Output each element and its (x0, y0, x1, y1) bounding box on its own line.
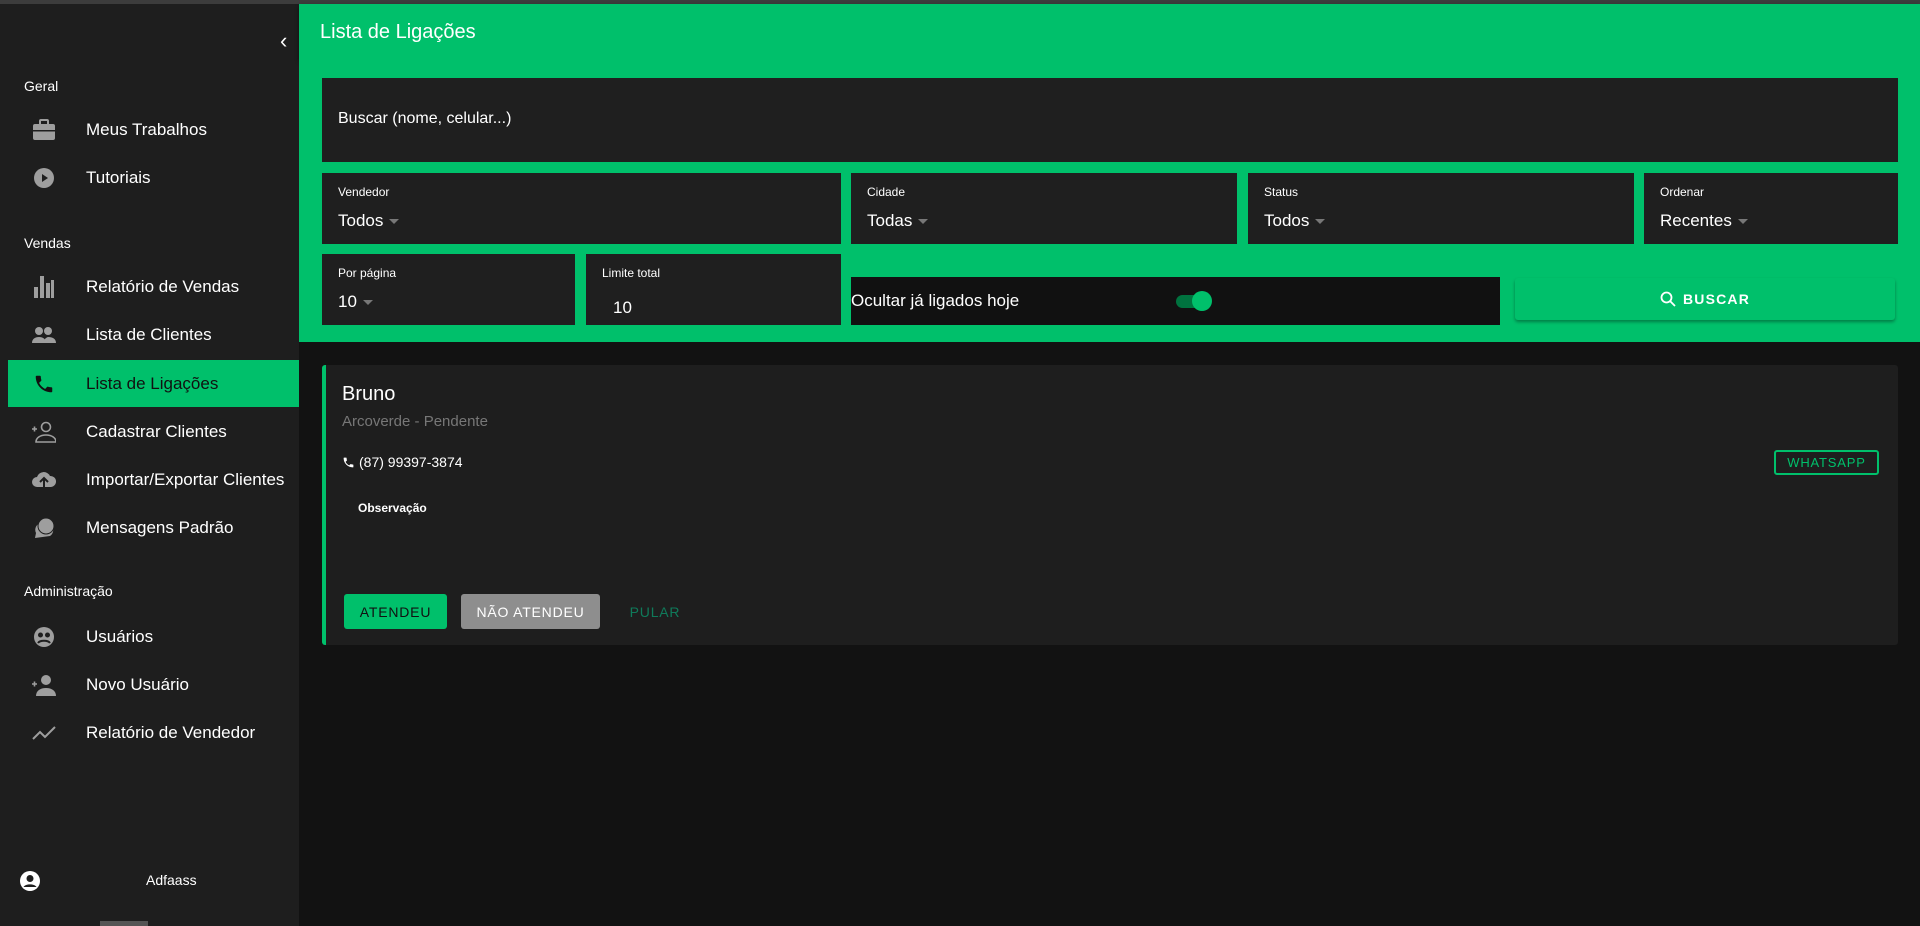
vendedor-select[interactable]: Vendedor Todos (322, 173, 841, 244)
sidebar-item-importar-exportar[interactable]: Importar/Exportar Clientes (8, 456, 299, 503)
field-label: Por página (338, 266, 397, 280)
sidebar-item-mensagens-padrao[interactable]: Mensagens Padrão (8, 504, 299, 551)
person-add-filled-icon (16, 674, 72, 696)
observacao-textarea[interactable] (358, 517, 1858, 577)
field-label: Ordenar (1660, 185, 1705, 199)
sidebar-item-label: Mensagens Padrão (86, 517, 234, 537)
sidebar-item-cadastrar-clientes[interactable]: Cadastrar Clientes (8, 408, 299, 455)
trend-line-icon (16, 725, 72, 741)
limite-total-input[interactable]: Limite total 10 (586, 254, 841, 325)
client-name: Bruno (342, 383, 396, 405)
sidebar-item-label: Usuários (86, 626, 154, 646)
chat-icon (16, 517, 72, 539)
sidebar-item-label: Lista de Ligações (86, 373, 219, 393)
phone-number[interactable]: (87) 99397-3874 (359, 454, 463, 470)
select-value: Todos (1264, 211, 1310, 230)
bar-chart-icon (16, 275, 72, 299)
sidebar: ‹ Geral Meus Trabalhos Tutoriais Vendas … (0, 4, 299, 926)
input-value: 10 (613, 298, 632, 317)
sidebar-item-tutoriais[interactable]: Tutoriais (8, 154, 299, 201)
ordenar-select[interactable]: Ordenar Recentes (1644, 173, 1898, 244)
field-label: Limite total (602, 266, 661, 280)
caret-down-icon (362, 300, 373, 306)
users-circle-icon (16, 626, 72, 648)
account-circle-icon[interactable] (20, 871, 40, 896)
play-circle-icon (16, 167, 72, 189)
sidebar-item-usuarios[interactable]: Usuários (8, 613, 299, 660)
sidebar-item-label: Cadastrar Clientes (86, 421, 227, 441)
person-add-icon (16, 421, 72, 443)
phone-icon (343, 457, 354, 467)
app-header: Lista de Ligações (299, 4, 1920, 60)
cidade-select[interactable]: Cidade Todas (851, 173, 1237, 244)
observacao-label: Observação (358, 501, 427, 515)
select-value: Todos (338, 211, 384, 230)
filters-panel: Buscar (nome, celular...) Vendedor Todos… (299, 60, 1920, 342)
sidebar-item-label: Importar/Exportar Clientes (86, 469, 285, 489)
client-subtitle: Arcoverde - Pendente (342, 413, 488, 430)
phone-icon (16, 373, 72, 395)
sidebar-item-label: Novo Usuário (86, 674, 189, 694)
sidebar-item-label: Relatório de Vendedor (86, 722, 256, 742)
briefcase-icon (16, 118, 72, 141)
sidebar-item-label: Relatório de Vendas (86, 276, 240, 296)
ocultar-ligados-toggle-row: Ocultar já ligados hoje (851, 277, 1500, 325)
user-name: Adfaass (146, 872, 197, 888)
atendeu-button[interactable]: ATENDEU (344, 594, 447, 629)
page-title: Lista de Ligações (320, 21, 476, 43)
sidebar-item-novo-usuario[interactable]: Novo Usuário (8, 661, 299, 708)
search-icon (1660, 291, 1676, 307)
phone-row: (87) 99397-3874 (342, 454, 463, 470)
field-label: Vendedor (338, 185, 390, 199)
window-top-strip (0, 0, 1920, 4)
section-administracao: Administração (24, 583, 113, 599)
nao-atendeu-button[interactable]: NÃO ATENDEU (461, 594, 600, 629)
toggle-label: Ocultar já ligados hoje (851, 291, 1020, 310)
field-label: Status (1264, 185, 1299, 199)
whatsapp-button[interactable]: WHATSAPP (1774, 450, 1879, 475)
sidebar-item-label: Tutoriais (86, 167, 151, 187)
field-label: Cidade (867, 185, 906, 199)
scrollbar-thumb[interactable] (100, 921, 148, 926)
status-select[interactable]: Status Todos (1248, 173, 1634, 244)
caret-down-icon (1315, 219, 1326, 225)
pular-button[interactable]: PULAR (629, 603, 681, 620)
por-pagina-select[interactable]: Por página 10 (322, 254, 575, 325)
search-input[interactable]: Buscar (nome, celular...) (322, 78, 1898, 162)
sidebar-item-lista-clientes[interactable]: Lista de Clientes (8, 311, 299, 358)
sidebar-item-lista-ligacoes[interactable]: Lista de Ligações (8, 360, 299, 407)
sidebar-item-relatorio-vendas[interactable]: Relatório de Vendas (8, 263, 299, 310)
select-value: Recentes (1660, 211, 1732, 230)
sidebar-item-label: Meus Trabalhos (86, 119, 207, 139)
section-vendas: Vendas (24, 235, 71, 251)
people-icon (16, 326, 72, 344)
sidebar-item-relatorio-vendedor[interactable]: Relatório de Vendedor (8, 709, 299, 756)
search-placeholder: Buscar (nome, celular...) (338, 110, 512, 127)
sidebar-item-meus-trabalhos[interactable]: Meus Trabalhos (8, 106, 299, 153)
caret-down-icon (918, 219, 929, 225)
buscar-label: BUSCAR (1682, 291, 1751, 307)
select-value: 10 (338, 292, 357, 311)
cloud-upload-icon (16, 469, 72, 491)
caret-down-icon (1737, 219, 1748, 225)
ocultar-ligados-switch[interactable] (1176, 291, 1212, 311)
call-card: Bruno Arcoverde - Pendente (87) 99397-38… (322, 365, 1898, 645)
select-value: Todas (867, 211, 913, 230)
section-geral: Geral (24, 78, 59, 94)
sidebar-item-label: Lista de Clientes (86, 324, 212, 344)
buscar-button[interactable]: BUSCAR (1515, 278, 1895, 320)
caret-down-icon (389, 219, 400, 225)
collapse-sidebar-button[interactable]: ‹ (280, 28, 288, 53)
